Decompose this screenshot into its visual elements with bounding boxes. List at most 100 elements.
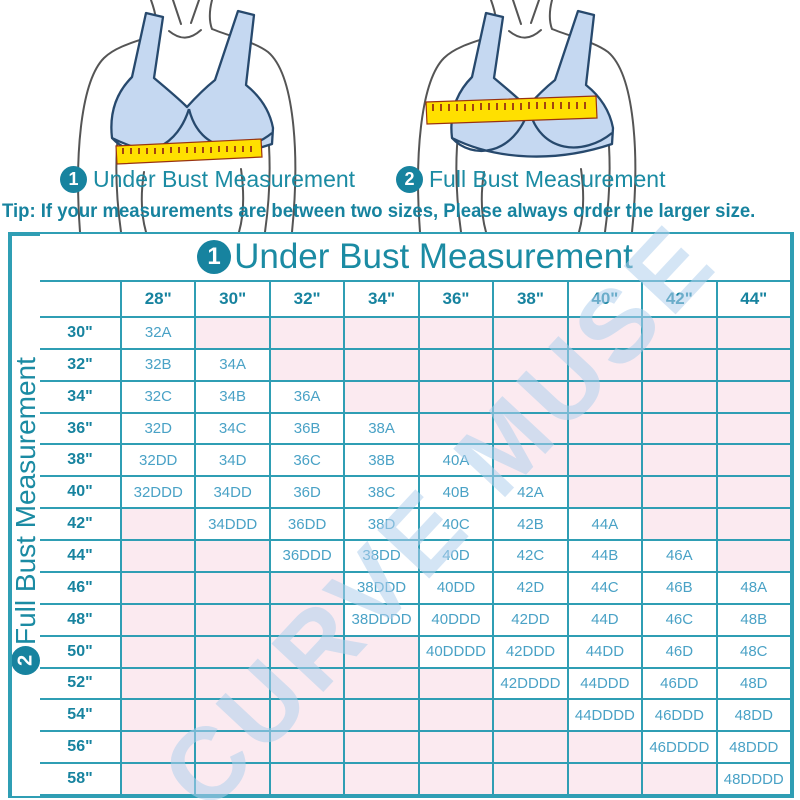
empty-cell <box>643 413 718 446</box>
size-cell: 48A <box>717 572 792 605</box>
empty-cell <box>717 381 792 414</box>
row-header: 40" <box>40 477 122 510</box>
fullbust-caption-label: Full Bust Measurement <box>429 166 666 192</box>
size-cell: 38D <box>345 509 420 542</box>
empty-cell <box>196 318 271 350</box>
size-cell: 44C <box>568 572 644 605</box>
empty-cell <box>196 604 271 637</box>
size-cell: 32C <box>122 381 197 414</box>
size-cell: 42DDD <box>494 636 569 669</box>
size-cell: 42B <box>494 509 569 542</box>
size-cell: 48DDDD <box>717 764 792 796</box>
size-cell: 38DD <box>345 541 420 573</box>
row-header: 52" <box>40 668 122 701</box>
size-cell: 38C <box>345 477 420 510</box>
size-cell: 36DD <box>270 509 346 542</box>
empty-cell <box>122 732 197 765</box>
empty-cell <box>717 413 792 446</box>
empty-cell <box>196 572 271 605</box>
empty-cell <box>643 764 718 796</box>
size-cell: 40DDDD <box>419 636 495 669</box>
row-header: 48" <box>40 604 122 637</box>
size-cell: 36C <box>270 445 346 478</box>
empty-cell <box>568 445 644 478</box>
empty-cell <box>494 318 569 350</box>
empty-cell <box>419 764 495 796</box>
empty-cell <box>122 509 197 542</box>
empty-cell <box>717 349 792 382</box>
empty-cell <box>345 732 420 765</box>
size-cell: 44B <box>568 541 644 573</box>
empty-cell <box>643 477 718 510</box>
empty-cell <box>196 700 271 733</box>
size-cell: 36D <box>270 477 346 510</box>
col-header: 34" <box>345 282 420 318</box>
empty-cell <box>568 413 644 446</box>
size-cell: 44DDDD <box>568 700 644 733</box>
empty-cell <box>196 636 271 669</box>
empty-cell <box>419 668 495 701</box>
empty-cell <box>196 764 271 796</box>
size-cell: 34D <box>196 445 271 478</box>
size-cell: 36B <box>270 413 346 446</box>
size-cell: 46DDDD <box>643 732 718 765</box>
bra-drawing <box>110 9 275 158</box>
size-cell: 36DDD <box>270 541 346 573</box>
size-cell: 46A <box>643 541 718 573</box>
empty-cell <box>494 700 569 733</box>
corner-cell <box>40 282 122 318</box>
empty-cell <box>568 764 644 796</box>
empty-cell <box>419 413 495 446</box>
full-bust-axis-text: Full Bust Measurement <box>10 357 40 645</box>
underbust-caption: 1 Under Bust Measurement <box>60 166 355 193</box>
size-cell: 42DD <box>494 604 569 637</box>
row-header: 44" <box>40 541 122 573</box>
circled-2-icon: 2 <box>396 166 423 193</box>
size-cell: 32DDD <box>122 477 197 510</box>
col-header: 40" <box>568 282 644 318</box>
empty-cell <box>270 700 346 733</box>
tip-text: Tip: If your measurements are between tw… <box>2 200 756 222</box>
size-cell: 46C <box>643 604 718 637</box>
under-bust-title-text: Under Bust Measurement <box>234 237 633 276</box>
size-cell: 44DD <box>568 636 644 669</box>
size-cell: 38B <box>345 445 420 478</box>
empty-cell <box>196 668 271 701</box>
empty-cell <box>122 636 197 669</box>
empty-cell <box>196 732 271 765</box>
size-cell: 46D <box>643 636 718 669</box>
size-cell: 48DDD <box>717 732 792 765</box>
row-header: 56" <box>40 732 122 765</box>
empty-cell <box>643 381 718 414</box>
empty-cell <box>270 636 346 669</box>
size-cell: 40DD <box>419 572 495 605</box>
empty-cell <box>568 477 644 510</box>
empty-cell <box>494 445 569 478</box>
size-cell: 40C <box>419 509 495 542</box>
empty-cell <box>643 318 718 350</box>
row-header: 34" <box>40 381 122 414</box>
empty-cell <box>196 541 271 573</box>
size-cell: 32DD <box>122 445 197 478</box>
size-cell: 46B <box>643 572 718 605</box>
size-cell: 48B <box>717 604 792 637</box>
empty-cell <box>270 668 346 701</box>
fullbust-caption: 2 Full Bust Measurement <box>396 166 665 193</box>
size-cell: 46DD <box>643 668 718 701</box>
col-header: 36" <box>419 282 495 318</box>
under-bust-title: 1 Under Bust Measurement <box>40 234 792 282</box>
col-header: 38" <box>494 282 569 318</box>
empty-cell <box>122 764 197 796</box>
row-header: 30" <box>40 318 122 350</box>
size-cell: 34C <box>196 413 271 446</box>
size-cell: 44DDD <box>568 668 644 701</box>
empty-cell <box>494 413 569 446</box>
empty-cell <box>494 732 569 765</box>
empty-cell <box>568 349 644 382</box>
size-cell: 38DDD <box>345 572 420 605</box>
col-header: 32" <box>270 282 346 318</box>
size-cell: 32B <box>122 349 197 382</box>
circled-2-icon: 2 <box>11 645 40 675</box>
empty-cell <box>717 541 792 573</box>
